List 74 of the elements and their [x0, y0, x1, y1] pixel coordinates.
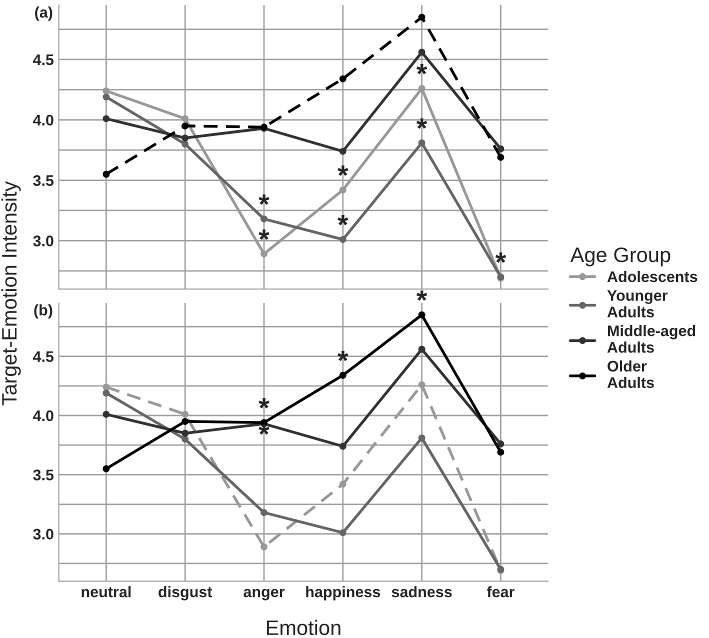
annotation: * [495, 252, 506, 263]
point [497, 440, 504, 448]
annotation: * [338, 350, 348, 362]
y-tick-label: 3.5 [33, 470, 54, 480]
legend-title: Age Group [570, 247, 670, 266]
point [182, 122, 189, 130]
point [102, 93, 110, 100]
x-tick-label: happiness [306, 586, 380, 600]
y-tick-label: 4.0 [32, 114, 54, 126]
y-tick-label: 3.5 [33, 175, 54, 186]
y-tick-label: 4.5 [32, 351, 54, 362]
annotation: * [258, 194, 270, 205]
y-tick-label: 3.0 [33, 236, 54, 246]
point [102, 390, 110, 396]
point [182, 134, 189, 142]
x-tick-label: fear [486, 586, 514, 598]
point [102, 87, 110, 94]
point [182, 410, 189, 418]
point [418, 14, 426, 21]
point [182, 140, 189, 148]
legend-label: Middle-aged Adults [607, 325, 696, 353]
point [339, 148, 346, 155]
point [339, 480, 346, 488]
point [418, 381, 426, 388]
legend-label: Adolescents [607, 270, 698, 282]
y-tick-label: 4.0 [32, 410, 54, 422]
annotation: * [338, 166, 348, 176]
point [260, 215, 268, 222]
point [260, 509, 268, 516]
text: (b) [34, 304, 52, 319]
point [339, 186, 346, 194]
annotation: * [338, 215, 348, 226]
point [497, 448, 504, 456]
legend-label: Younger Adults [607, 290, 668, 318]
legend-label: Older Adults [607, 360, 654, 388]
text: (a) [35, 6, 52, 21]
annotation: * [258, 424, 270, 435]
point [339, 372, 346, 379]
x-tick-label: anger [244, 588, 285, 600]
x-tick-label: sadness [392, 586, 452, 598]
point [102, 410, 110, 418]
point [339, 529, 346, 536]
point [260, 250, 268, 258]
point [418, 48, 426, 56]
point [102, 115, 110, 122]
point [102, 384, 110, 391]
point [497, 145, 504, 152]
x-tick-label: disgust [158, 586, 212, 600]
annotation: * [416, 64, 428, 74]
point [418, 84, 426, 92]
annotation: * [258, 398, 270, 409]
point [418, 311, 426, 318]
point [339, 236, 346, 243]
point [418, 434, 426, 442]
point [339, 75, 346, 82]
point [182, 436, 189, 443]
annotation: * [258, 230, 270, 240]
point [497, 154, 504, 161]
point [182, 115, 189, 122]
point [182, 418, 189, 425]
point [260, 543, 268, 550]
point [339, 442, 346, 450]
y-axis-title: Target-Emotion Intensity [1, 181, 21, 406]
point [102, 465, 110, 472]
point [182, 430, 189, 437]
y-tick-label: 4.5 [32, 54, 54, 66]
y-tick-label: 3.0 [33, 528, 54, 540]
annotation: * [416, 118, 428, 129]
annotation: * [416, 290, 428, 301]
point [102, 170, 110, 178]
x-tick-label: neutral [82, 586, 131, 598]
x-axis-title: Emotion [266, 620, 340, 636]
point [418, 346, 426, 353]
point [418, 139, 426, 146]
